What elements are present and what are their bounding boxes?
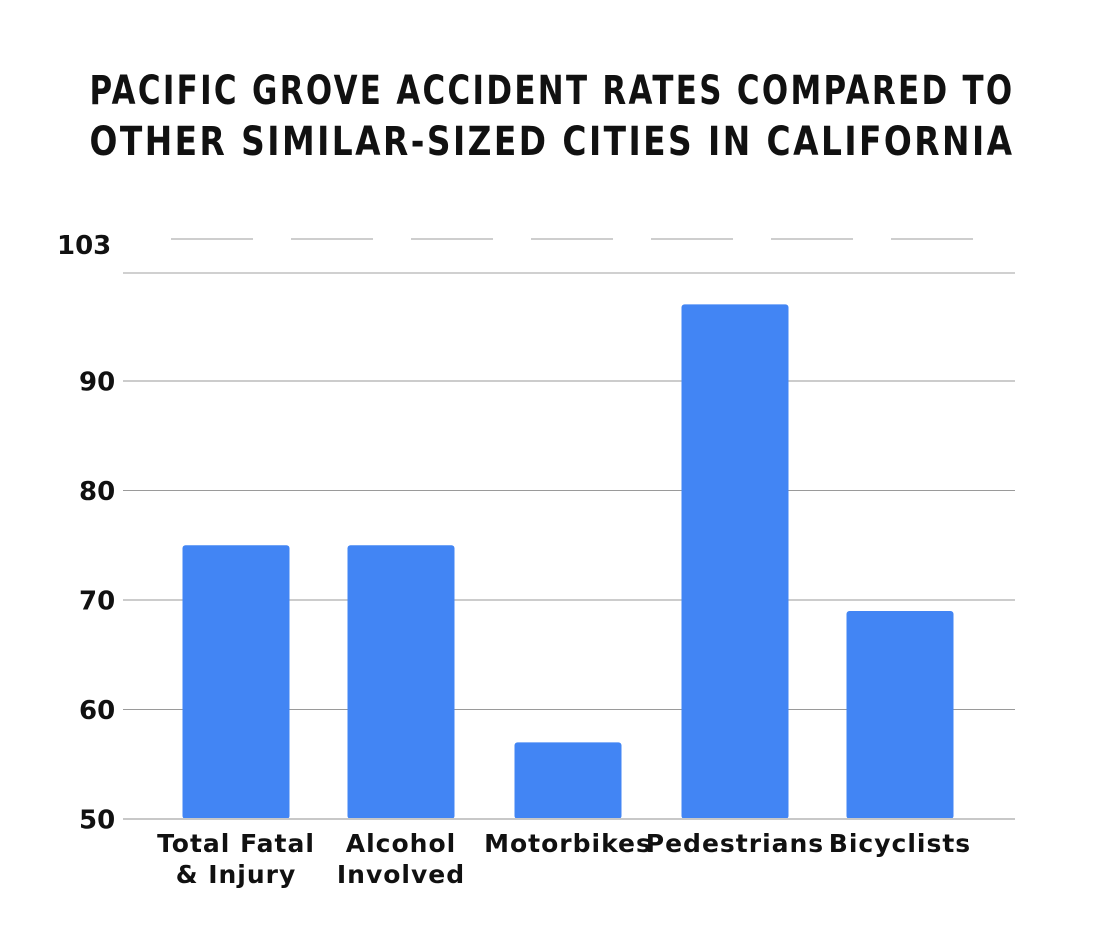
- y-tick-label: 70: [79, 586, 115, 616]
- y-tick-label: 60: [79, 696, 115, 726]
- y-tick-label: 103: [57, 231, 111, 261]
- y-tick-label: 50: [79, 805, 115, 835]
- y-axis-ticks: 50 60 70 80 90 103: [57, 231, 115, 835]
- bar: [182, 545, 290, 819]
- x-category-label: & Injury: [176, 860, 297, 889]
- x-category-label: Alcohol: [346, 829, 456, 858]
- chart-title-line: OTHER SIMILAR-SIZED CITIES IN CALIFORNIA: [90, 119, 1015, 165]
- y-tick-label: 80: [79, 477, 115, 507]
- x-category-label: Bicyclists: [829, 829, 971, 858]
- bars: [123, 304, 1015, 820]
- x-category-label: Total Fatal: [157, 829, 315, 858]
- bar: [681, 304, 789, 820]
- bar: [347, 545, 455, 819]
- chart-title-line: PACIFIC GROVE ACCIDENT RATES COMPARED TO: [90, 68, 1015, 114]
- bar: [846, 610, 954, 819]
- x-category-label: Pedestrians: [646, 829, 824, 858]
- y-tick-label: 90: [79, 367, 115, 397]
- x-category-label: Motorbikes: [484, 829, 652, 858]
- x-category-label: Involved: [337, 860, 465, 889]
- bar: [514, 742, 622, 819]
- chart-title: PACIFIC GROVE ACCIDENT RATES COMPARED TO…: [90, 68, 1015, 165]
- gridlines: [123, 272, 1015, 710]
